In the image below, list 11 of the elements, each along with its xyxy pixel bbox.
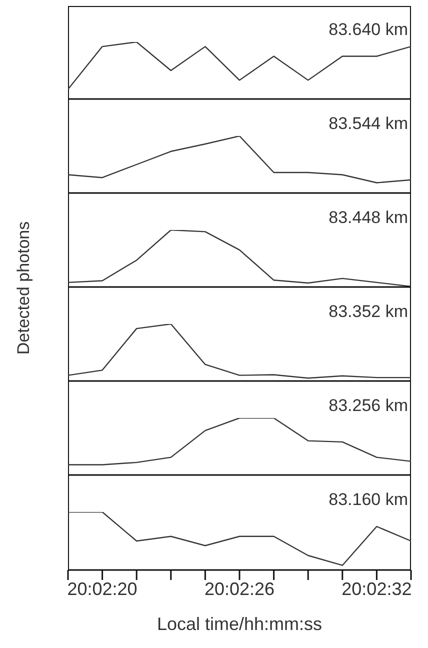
text: 83.640 km: [328, 20, 408, 40]
y-axis-title: Detected photons: [14, 221, 34, 355]
text: 83.352 km: [328, 302, 408, 322]
text: 83.544 km: [328, 114, 408, 134]
text: 83.160 km: [328, 490, 408, 510]
x-tick-label: 20:02:32: [342, 578, 412, 599]
x-tick-label: 20:02:20: [67, 578, 138, 599]
text: 83.256 km: [328, 396, 408, 416]
text: 83.448 km: [328, 208, 408, 228]
x-axis-title: Local time/hh:mm:ss: [156, 614, 322, 634]
x-tick-label: 20:02:26: [204, 578, 275, 599]
